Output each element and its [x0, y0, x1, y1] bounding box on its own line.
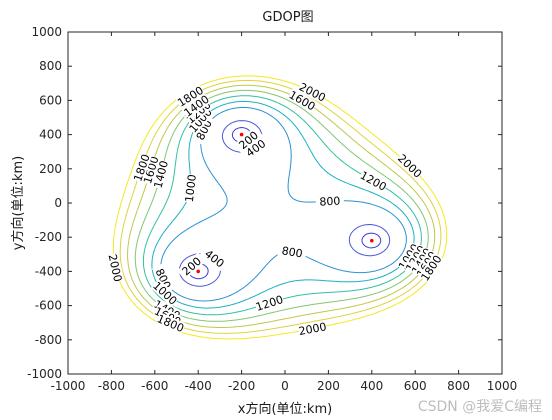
y-tick-label: 1000 — [31, 25, 62, 39]
contour-label-bg — [131, 152, 152, 183]
station-marker — [196, 269, 200, 274]
y-tick-label: 400 — [39, 128, 62, 142]
stations — [196, 132, 374, 274]
y-tick-label: 800 — [39, 59, 62, 73]
contour-label-bg — [240, 134, 271, 162]
contour-label-bg — [418, 252, 444, 284]
contour-label-bg — [181, 92, 212, 119]
contour-label-bg — [186, 105, 215, 135]
contour-label-bg — [155, 312, 186, 335]
contour-label-bg — [199, 245, 230, 272]
x-tick-label: -800 — [98, 379, 125, 393]
y-tick-label: -400 — [35, 264, 62, 278]
contour-label-bg — [106, 252, 125, 283]
contour-label-bg — [182, 173, 198, 203]
plot-frame — [67, 31, 503, 375]
contour-label-bg — [277, 243, 308, 261]
contour-label: 800 — [319, 195, 341, 209]
x-tick-label: 800 — [447, 379, 470, 393]
y-axis-ticks: -1000 -800 -600 -400 -200 0 200 400 600 800 1000 — [27, 25, 502, 381]
contour-label-bg — [192, 114, 216, 146]
contour-label-bg — [254, 292, 285, 313]
contour-label-bg — [358, 168, 389, 193]
x-tick-label: 400 — [360, 379, 383, 393]
station-marker — [239, 132, 244, 137]
chart-title: GDOP图 — [262, 10, 313, 25]
x-tick-label: -400 — [185, 379, 212, 393]
watermark: CSDN @我爱C编程 — [417, 399, 542, 415]
y-axis-label: y方向(单位:km) — [10, 156, 26, 250]
contour-label: 1000 — [183, 174, 199, 203]
contour-label-bg — [177, 252, 207, 280]
contour-label: 2000 — [298, 320, 328, 338]
contour-label-bg — [151, 263, 175, 294]
contour-label-bg — [141, 154, 161, 186]
y-tick-label: 200 — [39, 162, 62, 176]
contour-label: 1200 — [358, 169, 389, 194]
x-tick-label: 200 — [317, 379, 340, 393]
x-tick-label: 0 — [281, 379, 289, 393]
contour-label-bg — [287, 88, 318, 113]
x-tick-label: -200 — [228, 379, 255, 393]
y-tick-label: 0 — [54, 196, 62, 210]
contour-label-bg — [297, 80, 328, 104]
y-tick-label: 600 — [39, 93, 62, 107]
x-axis-label: x方向(单位:km) — [238, 401, 332, 417]
y-tick-label: -200 — [35, 230, 62, 244]
contour-label-bg — [233, 126, 263, 154]
x-tick-label: -600 — [141, 379, 168, 393]
contour-label-bg — [151, 159, 171, 190]
y-tick-label: -600 — [35, 299, 62, 313]
x-axis-ticks: -1000 -800 -600 -400 -200 0 200 400 600 800 1000 — [51, 32, 518, 393]
y-tick-label: -800 — [35, 333, 62, 347]
contour-label-bg — [175, 83, 206, 109]
contour-label: 2000 — [106, 253, 125, 283]
y-tick-label: -1000 — [27, 367, 62, 381]
contour-label-bg — [315, 194, 345, 208]
contour-label: 800 — [281, 244, 304, 260]
x-tick-label: -1000 — [51, 379, 86, 393]
station-marker — [370, 238, 374, 243]
x-tick-label: 1000 — [487, 379, 518, 393]
contour-label-bg — [150, 279, 180, 307]
contour-label-bg — [395, 151, 425, 180]
contour-label-bg — [297, 320, 328, 338]
x-tick-label: 600 — [404, 379, 427, 393]
